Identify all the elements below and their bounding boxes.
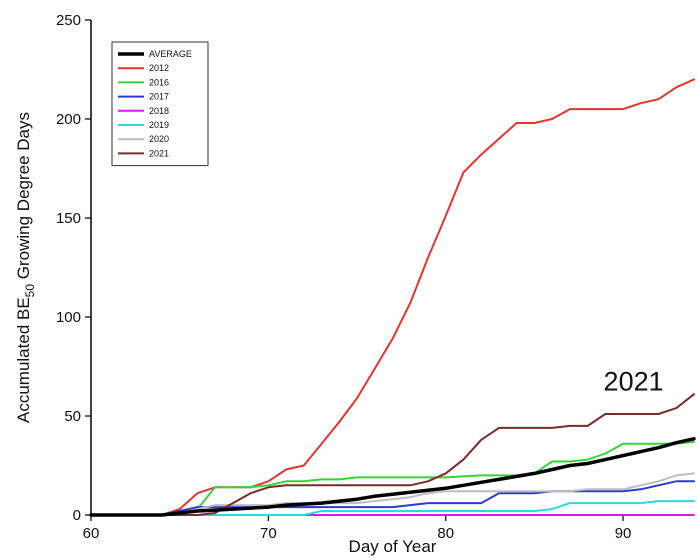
legend-box [111, 41, 209, 167]
x-tick-label: 90 [615, 525, 632, 542]
y-tick-label: 0 [73, 507, 81, 524]
x-tick-label: 60 [83, 525, 100, 542]
series-line-2016 [90, 440, 695, 516]
legend: AVERAGE 2012 2016 2017 2018 2019 2020 2021 [111, 41, 209, 167]
y-axis-title: Accumulated BE50 Growing Degree Days [14, 112, 37, 423]
legend-label: 2012 [149, 63, 169, 73]
legend-label: 2018 [149, 106, 169, 116]
y-tick-label: 250 [56, 12, 81, 29]
y-axis-title-main: Accumulated BE [14, 297, 33, 423]
y-tick-label: 100 [56, 309, 81, 326]
series-line-2019 [90, 500, 695, 516]
legend-label: 2021 [149, 148, 169, 158]
legend-label: 2019 [149, 120, 169, 130]
legend-label: AVERAGE [149, 49, 192, 59]
legend-label: 2017 [149, 92, 169, 102]
y-tick-label: 50 [64, 408, 81, 425]
x-tick-label: 70 [260, 525, 277, 542]
y-axis-title-tail: Growing Degree Days [14, 112, 33, 284]
legend-label: 2020 [149, 134, 169, 144]
x-tick-label: 80 [437, 525, 454, 542]
legend-label: 2016 [149, 77, 169, 87]
y-axis-title-subscript: 50 [23, 284, 37, 298]
series-layer [89, 78, 696, 517]
series-line-2021 [90, 393, 695, 516]
y-tick-label: 150 [56, 210, 81, 227]
series-line-2017 [90, 480, 695, 516]
x-axis-title: Day of Year [349, 537, 437, 556]
annotation-2021: 2021 [604, 366, 664, 396]
y-tick-label: 200 [56, 111, 81, 128]
series-line-2020 [90, 472, 695, 516]
series-line-average [89, 437, 696, 517]
